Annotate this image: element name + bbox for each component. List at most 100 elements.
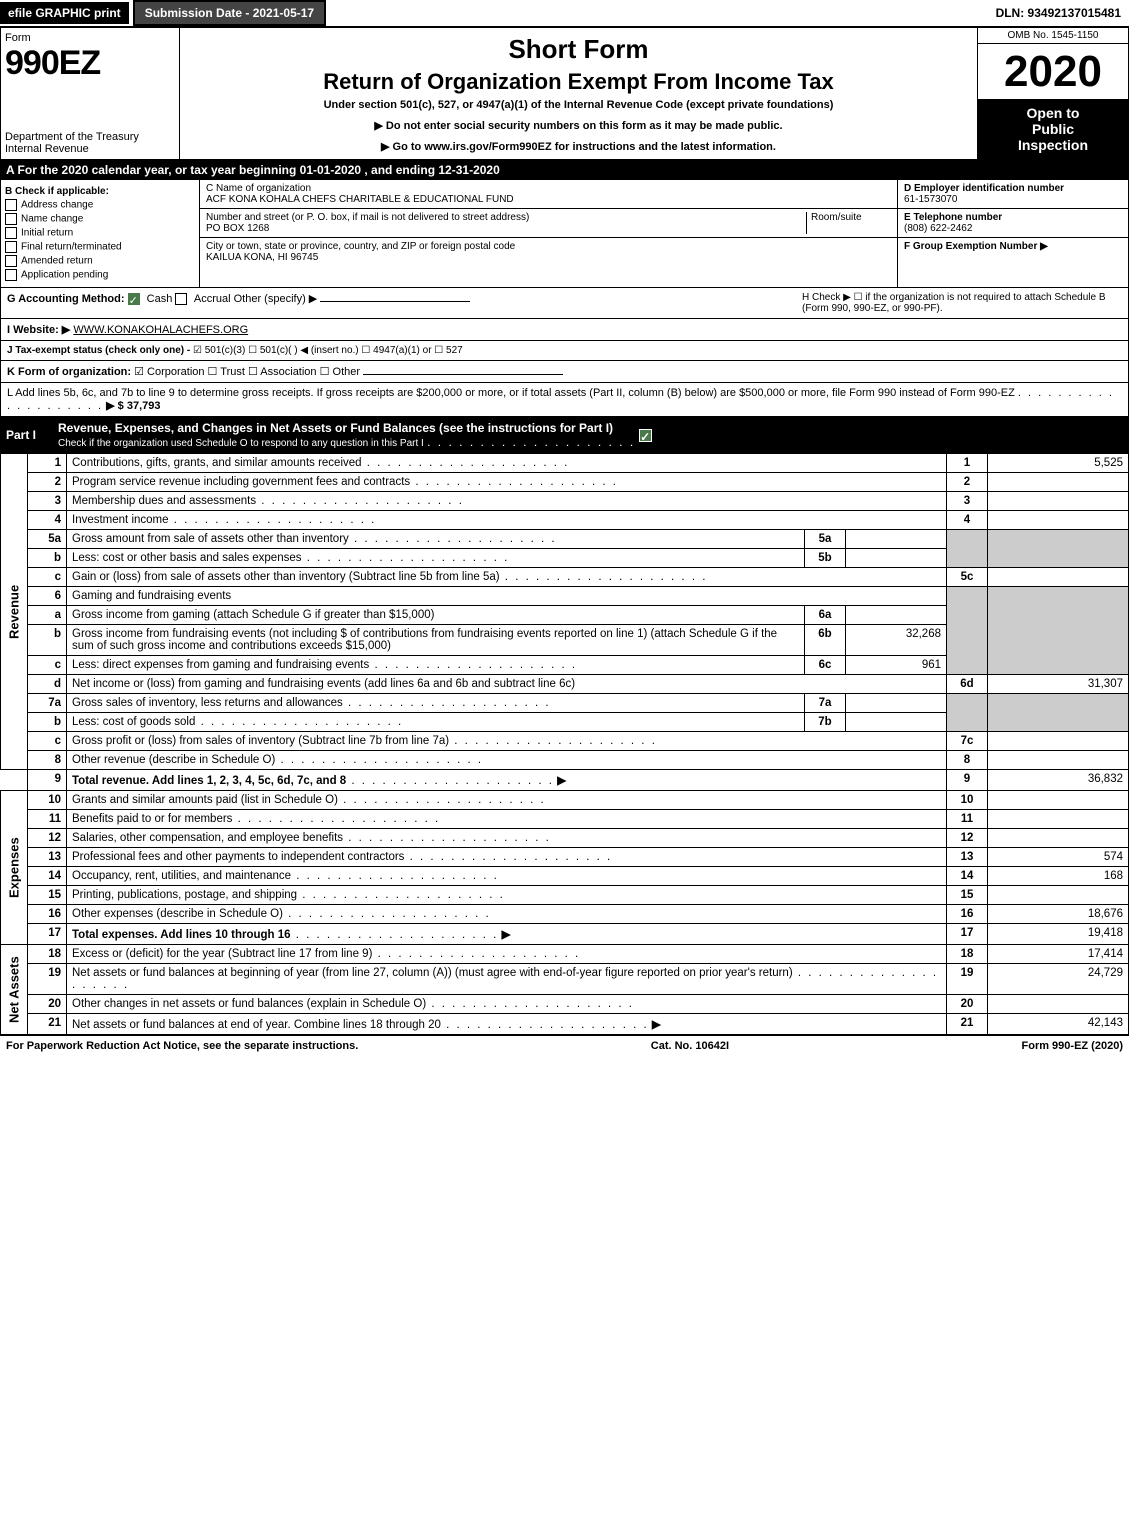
form-number: 990EZ [5,44,175,83]
line-20-num: 20 [28,995,67,1014]
line-10-desc: Grants and similar amounts paid (list in… [67,791,947,810]
checkbox-amended-return[interactable] [5,255,17,267]
checkbox-cash[interactable]: ✓ [128,293,140,305]
row-i: I Website: ▶ WWW.KONAKOHALACHEFS.ORG [0,319,1129,341]
line-5c-num: c [28,568,67,587]
goto-link[interactable]: ▶ Go to www.irs.gov/Form990EZ for instru… [186,140,971,153]
line-9-val: 36,832 [988,770,1129,791]
line-19-desc: Net assets or fund balances at beginning… [67,964,947,995]
open-line-1: Open to [982,105,1124,121]
line-1-desc: Contributions, gifts, grants, and simila… [67,454,947,473]
line-11-num: 11 [28,810,67,829]
checkbox-initial-return[interactable] [5,227,17,239]
line-7b-box: 7b [805,713,846,732]
opt-initial-return: Initial return [21,228,73,239]
checkbox-accrual[interactable] [175,293,187,305]
line-3-col: 3 [947,492,988,511]
line-6b-box: 6b [805,625,846,656]
checkbox-final-return[interactable] [5,241,17,253]
checkbox-address-change[interactable] [5,199,17,211]
line-h: H Check ▶ ☐ if the organization is not r… [802,292,1122,314]
expenses-side-label: Expenses [1,791,28,945]
line-1-num: 1 [28,454,67,473]
line-18-desc: Excess or (deficit) for the year (Subtra… [67,945,947,964]
line-9-desc: Total revenue. Add lines 1, 2, 3, 4, 5c,… [67,770,947,791]
line-14-desc: Occupancy, rent, utilities, and maintena… [67,867,947,886]
line-21-col: 21 [947,1014,988,1035]
line-16-val: 18,676 [988,905,1129,924]
part-1-header: Part I Revenue, Expenses, and Changes in… [0,417,1129,453]
line-j-opts: ☑ 501(c)(3) ☐ 501(c)( ) ◀ (insert no.) ☐… [193,345,463,356]
footer-center: Cat. No. 10642I [651,1040,729,1052]
line-6b-num: b [28,625,67,656]
form-header: Form 990EZ Department of the Treasury In… [0,27,1129,160]
opt-name-change: Name change [21,214,83,225]
line-7c-col: 7c [947,732,988,751]
row-j: J Tax-exempt status (check only one) - ☑… [0,341,1129,361]
omb-number: OMB No. 1545-1150 [978,28,1128,44]
line-6-num: 6 [28,587,67,606]
line-16-desc: Other expenses (describe in Schedule O) [67,905,947,924]
open-to-public: Open to Public Inspection [978,99,1128,159]
line-7a-num: 7a [28,694,67,713]
box-b: B Check if applicable: Address change Na… [1,180,200,287]
opt-address-change: Address change [21,200,93,211]
line-3-val [988,492,1129,511]
line-7c-val [988,732,1129,751]
line-7b-desc: Less: cost of goods sold [67,713,805,732]
line-2-num: 2 [28,473,67,492]
org-city: KAILUA KONA, HI 96745 [206,252,891,263]
line-5b-num: b [28,549,67,568]
revenue-side-label: Revenue [1,454,28,770]
opt-cash: Cash [147,293,173,305]
line-6c-box: 6c [805,656,846,675]
line-7a-desc: Gross sales of inventory, less returns a… [67,694,805,713]
website[interactable]: WWW.KONAKOHALACHEFS.ORG [73,324,248,336]
line-13-desc: Professional fees and other payments to … [67,848,947,867]
label-phone: E Telephone number [904,212,1122,223]
checkbox-name-change[interactable] [5,213,17,225]
line-11-desc: Benefits paid to or for members [67,810,947,829]
schedule-o-checkbox[interactable]: ✓ [639,429,652,442]
footer-left: For Paperwork Reduction Act Notice, see … [6,1040,358,1052]
part-1-sub: Check if the organization used Schedule … [58,438,424,449]
row-g-h: G Accounting Method: ✓ Cash Accrual Othe… [0,288,1129,319]
line-k-label: K Form of organization: [7,366,131,378]
line-12-desc: Salaries, other compensation, and employ… [67,829,947,848]
line-7a-box: 7a [805,694,846,713]
line-12-val [988,829,1129,848]
line-4-col: 4 [947,511,988,530]
line-l-value: ▶ $ 37,793 [106,400,160,412]
line-13-val: 574 [988,848,1129,867]
line-4-val [988,511,1129,530]
line-8-num: 8 [28,751,67,770]
line-10-num: 10 [28,791,67,810]
form-label: Form [5,32,175,44]
line-6a-box: 6a [805,606,846,625]
top-bar: efile GRAPHIC print Submission Date - 20… [0,0,1129,27]
label-address: Number and street (or P. O. box, if mail… [206,212,806,223]
line-11-val [988,810,1129,829]
line-5a-desc: Gross amount from sale of assets other t… [67,530,805,549]
line-5a-num: 5a [28,530,67,549]
submission-date: Submission Date - 2021-05-17 [133,0,326,26]
line-17-num: 17 [28,924,67,945]
line-16-num: 16 [28,905,67,924]
line-17-val: 19,418 [988,924,1129,945]
ssn-warning: ▶ Do not enter social security numbers o… [186,119,971,132]
line-1-col: 1 [947,454,988,473]
department: Department of the Treasury Internal Reve… [5,131,175,155]
line-13-col: 13 [947,848,988,867]
checkbox-application-pending[interactable] [5,269,17,281]
open-line-2: Public [982,121,1124,137]
line-5b-boxval [846,549,947,568]
efile-label: efile GRAPHIC print [0,2,129,24]
section-a-calendar: A For the 2020 calendar year, or tax yea… [0,160,1129,180]
line-2-col: 2 [947,473,988,492]
line-6d-num: d [28,675,67,694]
part-1-title: Revenue, Expenses, and Changes in Net As… [58,421,613,435]
line-15-desc: Printing, publications, postage, and shi… [67,886,947,905]
line-18-num: 18 [28,945,67,964]
line-3-desc: Membership dues and assessments [67,492,947,511]
line-17-col: 17 [947,924,988,945]
